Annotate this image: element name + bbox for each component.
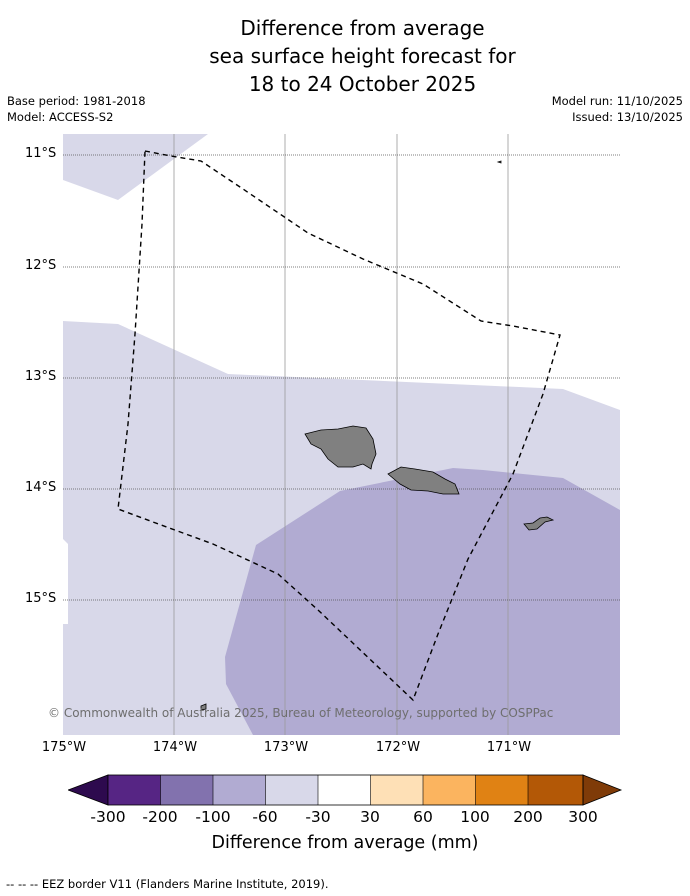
base-period: Base period: 1981-2018	[7, 94, 146, 108]
colorbar-tick-7: 60	[413, 808, 433, 826]
lon-label-174w: 174°W	[152, 740, 198, 755]
map-panel	[63, 134, 620, 735]
colorbar-swatch-1	[108, 775, 161, 805]
model-name: Model: ACCESS-S2	[7, 110, 114, 124]
colorbar-tick-10: 300	[568, 808, 598, 826]
graticule	[173, 134, 509, 735]
colorbar-under-arrow	[68, 774, 109, 806]
colorbar-swatch-3	[213, 775, 266, 805]
colorbar-tick-6: 30	[360, 808, 380, 826]
colorbar-dividers	[160, 775, 529, 805]
title-line-2: sea surface height forecast for	[209, 44, 516, 68]
colorbar-tick-4: -60	[252, 808, 278, 826]
title-line-3: 18 to 24 October 2025	[248, 72, 477, 96]
lat-label-12s: 12°S	[25, 258, 57, 273]
colorbar-swatch-9	[528, 775, 583, 805]
colorbar-swatch-8	[475, 775, 528, 805]
lat-label-15s: 15°S	[25, 591, 57, 606]
colorbar-outline	[107, 774, 584, 806]
meta-right: Model run: 11/10/2025 Issued: 13/10/2025	[552, 93, 683, 125]
colorbar-over-arrow	[582, 774, 623, 806]
colorbar-label: Difference from average (mm)	[211, 833, 479, 853]
map-svg	[63, 134, 620, 735]
eez-legend: -- -- -- EEZ border V11 (Flanders Marine…	[6, 877, 329, 891]
colorbar-tick-9: 200	[513, 808, 543, 826]
colorbar-swatch-6	[370, 775, 423, 805]
issued-date: Issued: 13/10/2025	[572, 110, 683, 124]
colorbar-tick-8: 100	[460, 808, 490, 826]
anomaly-gap-left	[63, 539, 68, 624]
colorbar-tick-3: -100	[195, 808, 231, 826]
colorbar	[68, 774, 623, 806]
copyright-notice: © Commonwealth of Australia 2025, Bureau…	[48, 706, 554, 720]
island-savaii	[304, 425, 377, 470]
colorbar-tick-2: -200	[142, 808, 178, 826]
island-upolu	[387, 466, 460, 495]
colorbar-tick-1: -300	[90, 808, 126, 826]
islands	[200, 160, 555, 711]
colorbar-swatch-4	[265, 775, 318, 805]
island-tutuila	[523, 516, 555, 531]
island-small-north	[496, 160, 502, 164]
lon-label-173w: 173°W	[263, 740, 309, 755]
meta-left: Base period: 1981-2018 Model: ACCESS-S2	[7, 93, 146, 125]
colorbar-swatch-7	[423, 775, 476, 805]
lat-label-14s: 14°S	[25, 480, 57, 495]
latitude-gridlines	[63, 154, 620, 601]
colorbar-tick-5: -30	[305, 808, 331, 826]
title-line-1: Difference from average	[240, 16, 485, 40]
lat-label-13s: 13°S	[25, 369, 57, 384]
model-run: Model run: 11/10/2025	[551, 94, 683, 108]
lat-label-11s: 11°S	[25, 146, 57, 161]
map-title: Difference from average sea surface heig…	[0, 14, 690, 98]
lon-label-171w: 171°W	[486, 740, 532, 755]
lon-label-175w: 175°W	[41, 740, 87, 755]
anomaly-region-top-left	[63, 134, 208, 200]
lon-label-172w: 172°W	[375, 740, 421, 755]
eez-border	[117, 150, 561, 702]
anomaly-region-dark	[225, 468, 620, 735]
colorbar-swatch-5	[318, 775, 371, 805]
colorbar-swatch-2	[160, 775, 213, 805]
island-small-south	[200, 703, 207, 711]
